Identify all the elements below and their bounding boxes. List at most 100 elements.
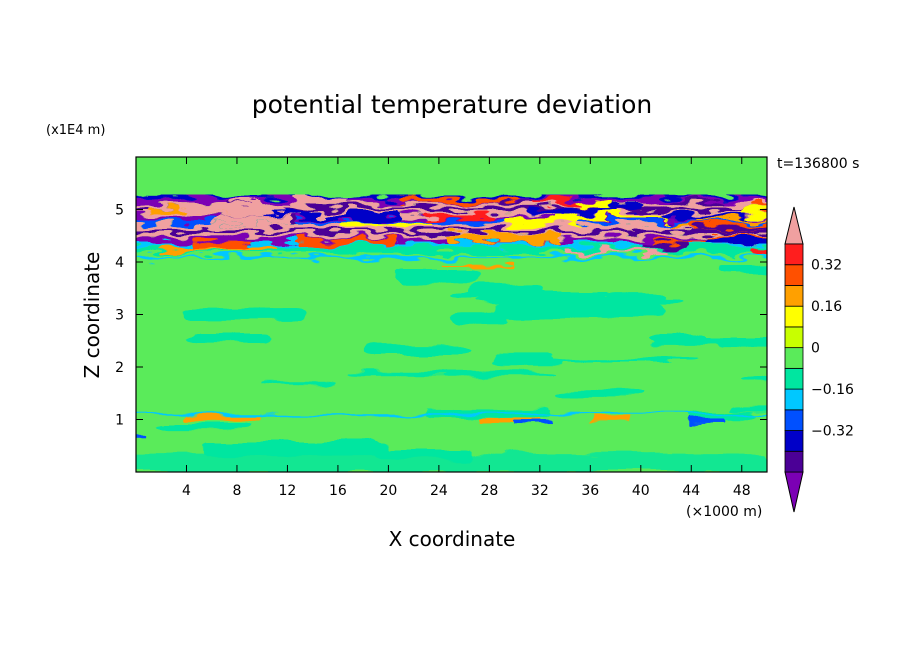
field-band <box>228 199 264 205</box>
field-band <box>190 241 254 248</box>
field-patch <box>476 417 540 423</box>
y-axis-ticks: 1 2 3 4 5 <box>115 203 767 429</box>
field-band <box>425 214 494 220</box>
lower-field-layer <box>136 265 767 472</box>
field-patch <box>136 453 767 472</box>
field-band <box>136 220 767 225</box>
colorbar-swatch <box>784 305 804 328</box>
field-patch <box>182 307 308 321</box>
x-axis-ticks: 4 8 12 16 20 24 28 32 36 40 44 48 <box>182 157 751 499</box>
colorbar-label: 0.32 <box>811 258 842 274</box>
field-patch <box>200 441 391 456</box>
colorbar-swatch <box>784 388 804 411</box>
colorbar-swatch <box>784 367 804 390</box>
field-band <box>729 201 767 209</box>
field-patch <box>189 334 274 343</box>
field-patch <box>691 418 723 423</box>
field-patch <box>729 406 767 412</box>
x-tick-label: 24 <box>430 483 448 499</box>
x-tick-label: 4 <box>182 483 191 499</box>
x-tick-label: 16 <box>329 483 347 499</box>
x-tick-label: 28 <box>480 483 498 499</box>
colorbar-swatch <box>784 409 804 431</box>
field-patch <box>555 390 644 398</box>
field-patch <box>648 334 767 346</box>
time-label: t=136800 s <box>777 156 859 172</box>
colorbar-label: −0.16 <box>811 382 854 398</box>
y-axis-label: Z coordinate <box>80 252 104 379</box>
field-band <box>136 229 767 234</box>
field-band <box>352 215 380 221</box>
colorbar-swatch <box>784 347 804 369</box>
field-patch <box>153 423 252 429</box>
field-band <box>755 203 767 209</box>
field-patch <box>607 291 670 300</box>
field-patch <box>514 420 553 425</box>
field-patch <box>720 265 767 273</box>
field-band <box>136 211 767 216</box>
x-tick-label: 44 <box>682 483 700 499</box>
field-band <box>215 216 291 224</box>
x-tick-label: 48 <box>733 483 751 499</box>
upper-turbulent-layer <box>136 194 767 270</box>
field-patch <box>136 413 767 416</box>
field-patch <box>136 436 149 441</box>
x-unit-label: (×1000 m) <box>686 504 762 520</box>
field-band <box>663 213 746 219</box>
field-patch <box>494 303 667 318</box>
colorbar-label: 0.16 <box>811 299 842 315</box>
field-band <box>299 214 401 219</box>
field-band <box>667 199 725 204</box>
field-band <box>695 225 767 230</box>
plot-area <box>136 157 767 472</box>
field-band <box>399 197 519 203</box>
field-band <box>337 221 433 227</box>
field-band <box>136 255 767 259</box>
y-unit-label: (x1E4 m) <box>46 123 105 138</box>
colorbar-swatch <box>784 264 804 286</box>
field-band <box>136 206 767 212</box>
field-patch <box>395 270 477 283</box>
field-band <box>527 208 617 215</box>
field-band <box>438 266 515 270</box>
field-band <box>602 203 643 211</box>
field-band <box>501 219 579 226</box>
field-band <box>644 241 688 248</box>
x-axis-label: X coordinate <box>389 527 516 551</box>
field-band <box>697 217 767 221</box>
colorbar-swatch <box>784 326 804 349</box>
y-tick-label: 1 <box>115 413 124 429</box>
colorbar-label: −0.32 <box>811 424 854 440</box>
x-tick-label: 36 <box>581 483 599 499</box>
field-band <box>704 236 767 245</box>
field-patch <box>450 290 611 299</box>
field-band <box>136 246 767 253</box>
colorbar: 0.32 0.16 0 −0.16 −0.32 <box>784 206 854 513</box>
field-patch <box>452 312 508 327</box>
y-tick-label: 3 <box>115 308 124 324</box>
field-band <box>576 200 612 208</box>
field-patch <box>494 353 556 363</box>
field-patch <box>365 345 469 355</box>
field-band <box>565 249 664 254</box>
field-band <box>529 200 579 205</box>
colorbar-label: 0 <box>811 341 820 357</box>
field-band <box>136 203 767 207</box>
colorbar-swatch <box>784 450 804 473</box>
y-tick-label: 2 <box>115 360 124 376</box>
field-band <box>297 238 397 245</box>
colorbar-swatch <box>784 243 804 266</box>
field-patch <box>186 415 263 421</box>
field-band <box>558 214 669 220</box>
chart-title: potential temperature deviation <box>252 90 652 119</box>
colorbar-bottom-arrow <box>784 471 804 513</box>
x-tick-label: 40 <box>632 483 650 499</box>
colorbar-top-arrow <box>784 206 804 245</box>
field-patch <box>590 416 629 422</box>
field-band <box>181 206 284 213</box>
field-band <box>751 248 767 257</box>
field-patch <box>347 372 558 376</box>
field-band <box>293 196 348 205</box>
colorbar-swatch <box>784 430 804 452</box>
